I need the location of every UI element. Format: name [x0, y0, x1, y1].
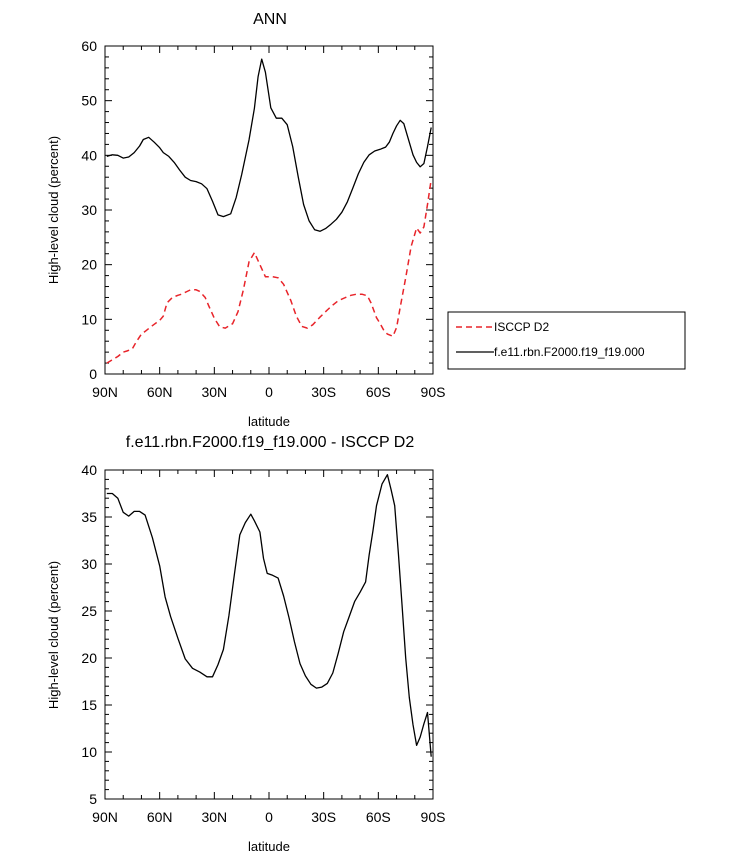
- top-plot-frame: [104, 45, 434, 375]
- top-y-tick-label: 30: [81, 202, 97, 218]
- top-y-tick-label: 50: [81, 93, 97, 109]
- bottom-y-tick-label: 20: [81, 650, 97, 666]
- legend: ISCCP D2 f.e11.rbn.F2000.f19_f19.000: [447, 311, 686, 370]
- difference-line: [106, 474, 432, 757]
- top-y-tick-label: 10: [81, 311, 97, 327]
- bottom-x-axis-label: latitude: [248, 839, 290, 854]
- legend-label-isccp: ISCCP D2: [494, 320, 549, 334]
- bottom-y-tick-label: 5: [89, 791, 97, 807]
- bottom-x-tick-label: 90S: [421, 809, 446, 825]
- top-x-tick-label: 90S: [421, 384, 446, 400]
- legend-label-model: f.e11.rbn.F2000.f19_f19.000: [494, 345, 645, 359]
- bottom-y-tick-label: 25: [81, 603, 97, 619]
- top-x-axis-label: latitude: [248, 414, 290, 429]
- bottom-y-tick-label: 40: [81, 462, 97, 478]
- bottom-y-tick-label: 10: [81, 744, 97, 760]
- bottom-panel: f.e11.rbn.F2000.f19_f19.000 - ISCCP D2 9…: [46, 434, 445, 854]
- bottom-y-tick-label: 30: [81, 556, 97, 572]
- bottom-y-tick-label: 35: [81, 509, 97, 525]
- bottom-x-tick-label: 0: [265, 809, 273, 825]
- bottom-x-tick-label: 90N: [92, 809, 118, 825]
- bottom-plot-frame: [104, 469, 434, 800]
- top-x-tick-label: 30N: [201, 384, 227, 400]
- bottom-x-tick-label: 30N: [201, 809, 227, 825]
- top-x-tick-label: 60N: [147, 384, 173, 400]
- top-y-axis-label: High-level cloud (percent): [46, 136, 61, 284]
- bottom-chart-title: f.e11.rbn.F2000.f19_f19.000 - ISCCP D2: [126, 434, 415, 451]
- top-panel: ANN 90N 60N 30N 0 30S 60S 90S 0 10 20 30 40 50 60 lat…: [46, 11, 445, 429]
- top-y-tick-label: 0: [89, 366, 97, 382]
- legend-box: [447, 311, 686, 370]
- top-y-tick-label: 60: [81, 38, 97, 54]
- bottom-y-axis-label: High-level cloud (percent): [46, 561, 61, 709]
- top-x-tick-label: 30S: [311, 384, 336, 400]
- model-line: [106, 58, 432, 232]
- top-y-tick-label: 20: [81, 257, 97, 273]
- top-x-tick-label: 0: [265, 384, 273, 400]
- bottom-x-tick-label: 30S: [311, 809, 336, 825]
- top-x-tick-label: 90N: [92, 384, 118, 400]
- top-x-tick-label: 60S: [366, 384, 391, 400]
- bottom-x-tick-label: 60S: [366, 809, 391, 825]
- top-chart-title: ANN: [253, 11, 287, 28]
- isccp-d2-line: [106, 179, 432, 364]
- bottom-y-tick-label: 15: [81, 697, 97, 713]
- top-y-tick-label: 40: [81, 147, 97, 163]
- bottom-x-tick-label: 60N: [147, 809, 173, 825]
